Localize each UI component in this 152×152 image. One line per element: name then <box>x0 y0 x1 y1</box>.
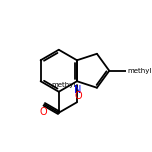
Text: O: O <box>74 91 82 101</box>
Text: N: N <box>74 85 81 95</box>
Text: methyl: methyl <box>51 82 75 88</box>
Text: O: O <box>39 107 47 117</box>
Text: methyl: methyl <box>128 68 152 74</box>
